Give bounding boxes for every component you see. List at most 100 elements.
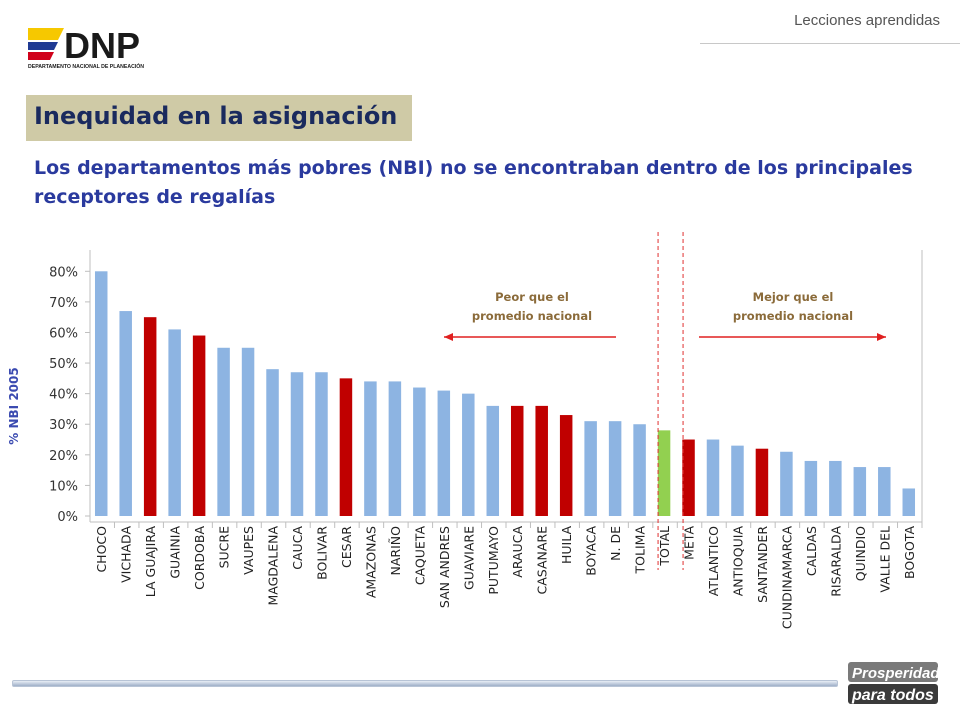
bar-atlantico (706, 439, 720, 516)
x-tick-label: SANTANDER (755, 526, 770, 603)
bar-n-de (608, 421, 622, 516)
flag-blue (28, 42, 58, 50)
bar-amazonas (364, 381, 377, 516)
x-tick-label: N. DE (608, 526, 623, 561)
x-tick-label: CORDOBA (192, 526, 207, 590)
x-tick-label: SUCRE (217, 526, 232, 568)
y-tick-label: 50% (49, 357, 78, 372)
x-tick-label: CAQUETA (412, 526, 427, 586)
x-tick-label: CAUCA (290, 526, 305, 570)
bar-antioquia (731, 445, 744, 516)
logo-band-bottom (848, 684, 938, 704)
x-tick-label: VAUPES (241, 526, 256, 575)
bar-nariño (388, 381, 402, 516)
annotation-worse-line1: Peor que el (495, 290, 569, 304)
x-tick-label: BOGOTA (902, 526, 917, 579)
x-tick-label: CHOCO (94, 526, 109, 573)
x-tick-label: GUAINIA (168, 526, 183, 579)
slide-subtitle: Los departamentos más pobres (NBI) no se… (34, 157, 913, 208)
annotation-worse-line2: promedio nacional (472, 309, 592, 323)
bar-caqueta (413, 387, 426, 516)
x-tick-label: SAN ANDRES (437, 526, 452, 608)
bar-huila (559, 415, 573, 516)
x-tick-label: BOLIVAR (314, 526, 329, 580)
flag-yellow (28, 28, 64, 40)
bar-magdalena (266, 369, 279, 516)
x-tick-label: RISARALDA (828, 526, 843, 597)
y-axis-title: % NBI 2005 (7, 367, 21, 444)
y-tick-label: 0% (57, 510, 78, 525)
y-tick-label: 60% (49, 326, 78, 341)
bar-guainia (168, 329, 181, 516)
bar-choco (94, 271, 108, 516)
bar-vaupes (241, 347, 255, 516)
bar-santander (755, 448, 769, 516)
bar-valle-del (878, 467, 891, 516)
x-tick-label: CUNDINAMARCA (779, 526, 794, 630)
bar-caldas (804, 460, 818, 516)
bar-cordoba (192, 335, 206, 516)
nbi-bar-chart: 0% 10% 20% 30% 40% 50% 60% 70% 80% % NBI 2005 CHOC… (7, 232, 923, 630)
y-tick-label: 10% (49, 479, 78, 494)
x-tick-label: PUTUMAYO (486, 526, 501, 595)
y-tick-label: 40% (49, 388, 78, 403)
x-tick-label: VICHADA (119, 526, 134, 583)
bar-total (657, 430, 671, 516)
flag-red (28, 52, 54, 60)
y-tick-label: 20% (49, 449, 78, 464)
x-tick-label: QUINDIO (853, 526, 868, 581)
bar-vichada (119, 311, 132, 516)
x-tick-label: BOYACA (584, 526, 599, 576)
x-tick-label: CALDAS (804, 526, 819, 576)
logo-subtext: DEPARTAMENTO NACIONAL DE PLANEACIÓN (28, 62, 144, 70)
bar-cundinamarca (780, 451, 793, 516)
y-tick-label: 30% (49, 418, 78, 433)
x-tick-label: CASANARE (535, 526, 550, 595)
bar-bogota (902, 488, 916, 516)
x-tick-label: TOTAL (657, 526, 672, 567)
bar-putumayo (486, 405, 500, 516)
x-tick-label: AMAZONAS (363, 526, 378, 598)
x-tick-label: MAGDALENA (266, 526, 281, 606)
x-tick-label: LA GUAJIRA (143, 526, 158, 598)
logo-line1: Prosperidad (852, 665, 940, 682)
x-tick-label: HUILA (559, 526, 574, 564)
bar-cauca (290, 372, 304, 516)
bar-boyaca (584, 421, 597, 516)
x-tick-label: TOLIMA (633, 526, 648, 575)
bar-san-andres (437, 390, 451, 516)
bar-quindio (853, 467, 867, 516)
logo-text: DNP (64, 25, 140, 66)
title-banner (26, 95, 412, 141)
bar-la-guajira (143, 317, 157, 516)
logo-band-top (848, 662, 938, 682)
x-tick-label: ANTIOQUIA (730, 526, 745, 597)
annotation-better-arrow-head (877, 333, 886, 341)
dnp-logo: DNP DEPARTAMENTO NACIONAL DE PLANEACIÓN (28, 25, 144, 70)
annotation-better-line2: promedio nacional (733, 309, 853, 323)
bar-meta (682, 439, 695, 516)
x-tick-label: ATLANTICO (706, 526, 721, 596)
section-label: Lecciones aprendidas (794, 12, 940, 29)
section-divider (700, 43, 960, 44)
x-tick-label: ARAUCA (510, 526, 525, 578)
x-tick-label: GUAVIARE (461, 526, 476, 590)
x-tick-label: NARIÑO (388, 526, 403, 576)
footer-divider (12, 680, 838, 687)
y-tick-label: 80% (49, 265, 78, 280)
bar-bolivar (315, 372, 328, 516)
bar-risaralda (829, 460, 842, 516)
prosperidad-logo: Prosperidad para todos (848, 662, 940, 704)
x-tick-label: VALLE DEL (877, 526, 892, 593)
annotation-worse-arrow-head (444, 333, 453, 341)
x-tick-label: META (682, 526, 697, 560)
annotation-better-line1: Mejor que el (753, 290, 834, 304)
bar-arauca (510, 405, 524, 516)
bar-tolima (633, 424, 646, 516)
y-tick-label: 70% (49, 296, 78, 311)
slide-title: Inequidad en la asignación (34, 102, 398, 130)
x-tick-label: CESAR (339, 526, 354, 568)
bar-guaviare (462, 393, 475, 516)
bar-casanare (535, 405, 548, 516)
logo-line2: para todos (851, 687, 934, 704)
